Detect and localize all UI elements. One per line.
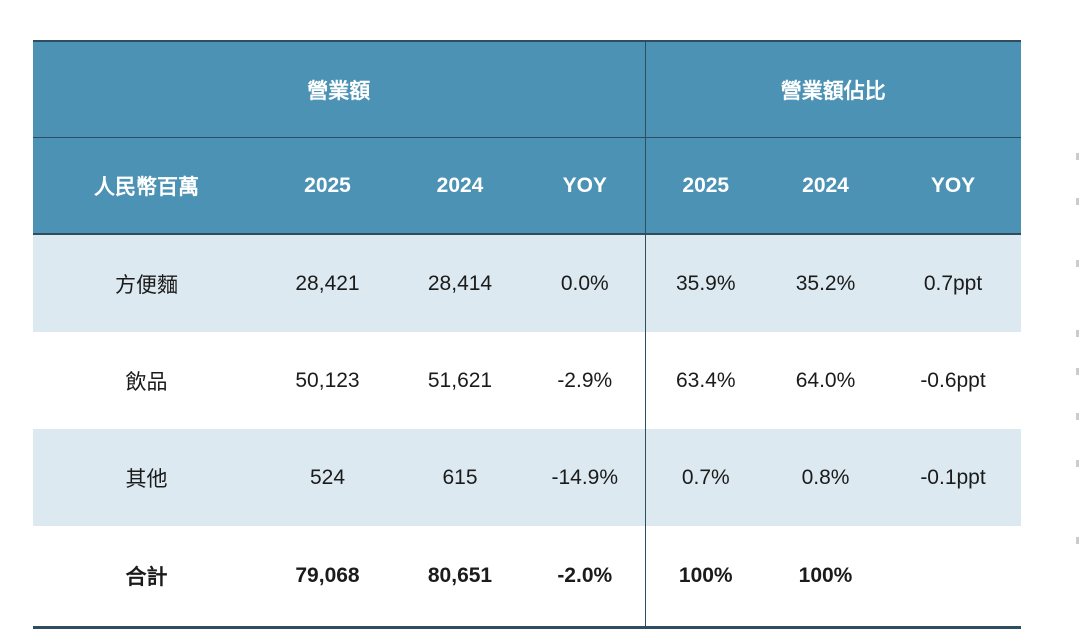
table-cell: 100%: [645, 526, 766, 628]
revenue-breakdown-table: 營業額 營業額佔比 人民幣百萬 2025 2024 YOY 2025 2024 …: [33, 40, 1022, 629]
table-cell: [885, 526, 1022, 628]
table-cell: 615: [395, 429, 525, 526]
table-cell: -0.6ppt: [885, 332, 1022, 429]
table-cell: 0.7ppt: [885, 234, 1022, 332]
table-cell: 80,651: [395, 526, 525, 628]
column-header-unit: 人民幣百萬: [33, 137, 260, 235]
group-header-revenue: 營業額: [33, 41, 646, 138]
table-cell: 0.0%: [525, 234, 646, 332]
clipped-text-fragment: [1076, 153, 1079, 160]
column-header-2024-revenue: 2024: [395, 137, 525, 235]
table-cell: 50,123: [260, 332, 395, 429]
clipped-text-fragment: [1076, 330, 1079, 337]
table-cell: 0.8%: [766, 429, 885, 526]
row-label: 其他: [33, 429, 260, 526]
table-cell: 35.9%: [645, 234, 766, 332]
column-header-yoy-share: YOY: [885, 137, 1022, 235]
column-header-2025-share: 2025: [645, 137, 766, 235]
table-cell: -0.1ppt: [885, 429, 1022, 526]
row-label: 飲品: [33, 332, 260, 429]
column-header-2024-share: 2024: [766, 137, 885, 235]
column-header-yoy-revenue: YOY: [525, 137, 646, 235]
clipped-text-fragment: [1076, 260, 1079, 267]
row-label: 合計: [33, 526, 260, 628]
group-header-row: 營業額 營業額佔比: [33, 41, 1022, 138]
table-cell: 63.4%: [645, 332, 766, 429]
clipped-text-fragment: [1076, 537, 1079, 544]
clipped-text-fragment: [1076, 413, 1079, 420]
table-cell: -14.9%: [525, 429, 646, 526]
clipped-text-fragment: [1076, 368, 1079, 375]
clipped-text-fragment: [1076, 198, 1079, 205]
table-cell: 79,068: [260, 526, 395, 628]
table-cell: 51,621: [395, 332, 525, 429]
table-cell: 28,421: [260, 234, 395, 332]
table-row-others: 其他 524 615 -14.9% 0.7% 0.8% -0.1ppt: [33, 429, 1022, 526]
table-row-total: 合計 79,068 80,651 -2.0% 100% 100%: [33, 526, 1022, 628]
table-cell: 524: [260, 429, 395, 526]
table-cell: 35.2%: [766, 234, 885, 332]
table-cell: -2.0%: [525, 526, 646, 628]
table-cell: -2.9%: [525, 332, 646, 429]
column-header-row: 人民幣百萬 2025 2024 YOY 2025 2024 YOY: [33, 137, 1022, 235]
row-label: 方便麵: [33, 234, 260, 332]
table-cell: 64.0%: [766, 332, 885, 429]
table-row-beverages: 飲品 50,123 51,621 -2.9% 63.4% 64.0% -0.6p…: [33, 332, 1022, 429]
table-cell: 28,414: [395, 234, 525, 332]
group-header-revenue-share: 營業額佔比: [645, 41, 1022, 138]
table-row-instant-noodles: 方便麵 28,421 28,414 0.0% 35.9% 35.2% 0.7pp…: [33, 234, 1022, 332]
column-header-2025-revenue: 2025: [260, 137, 395, 235]
table-cell: 0.7%: [645, 429, 766, 526]
clipped-text-fragment: [1076, 460, 1079, 467]
table-cell: 100%: [766, 526, 885, 628]
